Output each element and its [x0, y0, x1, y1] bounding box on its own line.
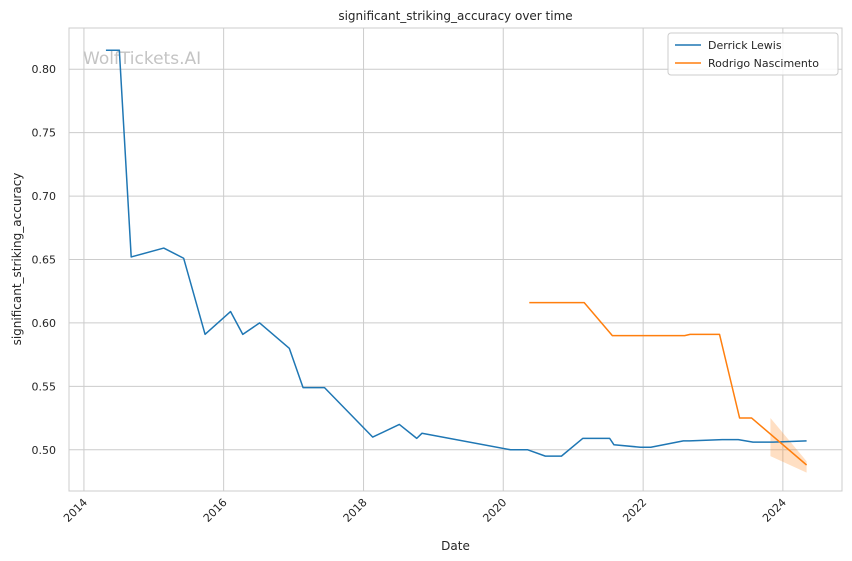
plot-frame — [68, 27, 843, 492]
legend-label-rodrigo-nascimento: Rodrigo Nascimento — [708, 57, 819, 70]
line-rodrigo-nascimento — [529, 301, 808, 466]
y-axis-label: significant_striking_accuracy — [10, 173, 24, 346]
legend-label-derrick-lewis: Derrick Lewis — [708, 39, 782, 52]
band-rodrigo-nascimento — [770, 418, 807, 473]
y-tick-label: 0.50 — [32, 444, 57, 457]
y-tick-label: 0.70 — [32, 190, 57, 203]
watermark: WolfTickets.AI — [83, 49, 201, 69]
x-tick-label: 2024 — [760, 496, 789, 525]
y-gridlines — [69, 68, 842, 451]
legend-box — [667, 32, 839, 76]
x-tick-labels: 2014 2016 2018 2020 2022 2024 — [61, 496, 789, 525]
y-tick-label: 0.80 — [32, 63, 57, 76]
x-tick-label: 2018 — [341, 496, 370, 525]
line-derrick-lewis — [105, 49, 807, 457]
legend: Derrick Lewis Rodrigo Nascimento — [667, 32, 839, 76]
series-lines — [105, 49, 808, 466]
x-tick-label: 2022 — [620, 496, 649, 525]
y-tick-labels: 0.50 0.55 0.60 0.65 0.70 0.75 0.80 — [32, 63, 57, 457]
y-tick-label: 0.55 — [32, 380, 57, 393]
y-tick-label: 0.65 — [32, 254, 57, 267]
confidence-bands — [770, 418, 807, 473]
x-tick-label: 2016 — [201, 496, 230, 525]
chart-title: significant_striking_accuracy over time — [338, 9, 572, 23]
x-axis-label: Date — [441, 539, 470, 553]
y-tick-label: 0.75 — [32, 127, 57, 140]
x-tick-label: 2014 — [61, 496, 90, 525]
y-tick-label: 0.60 — [32, 317, 57, 330]
x-tick-label: 2020 — [480, 496, 509, 525]
